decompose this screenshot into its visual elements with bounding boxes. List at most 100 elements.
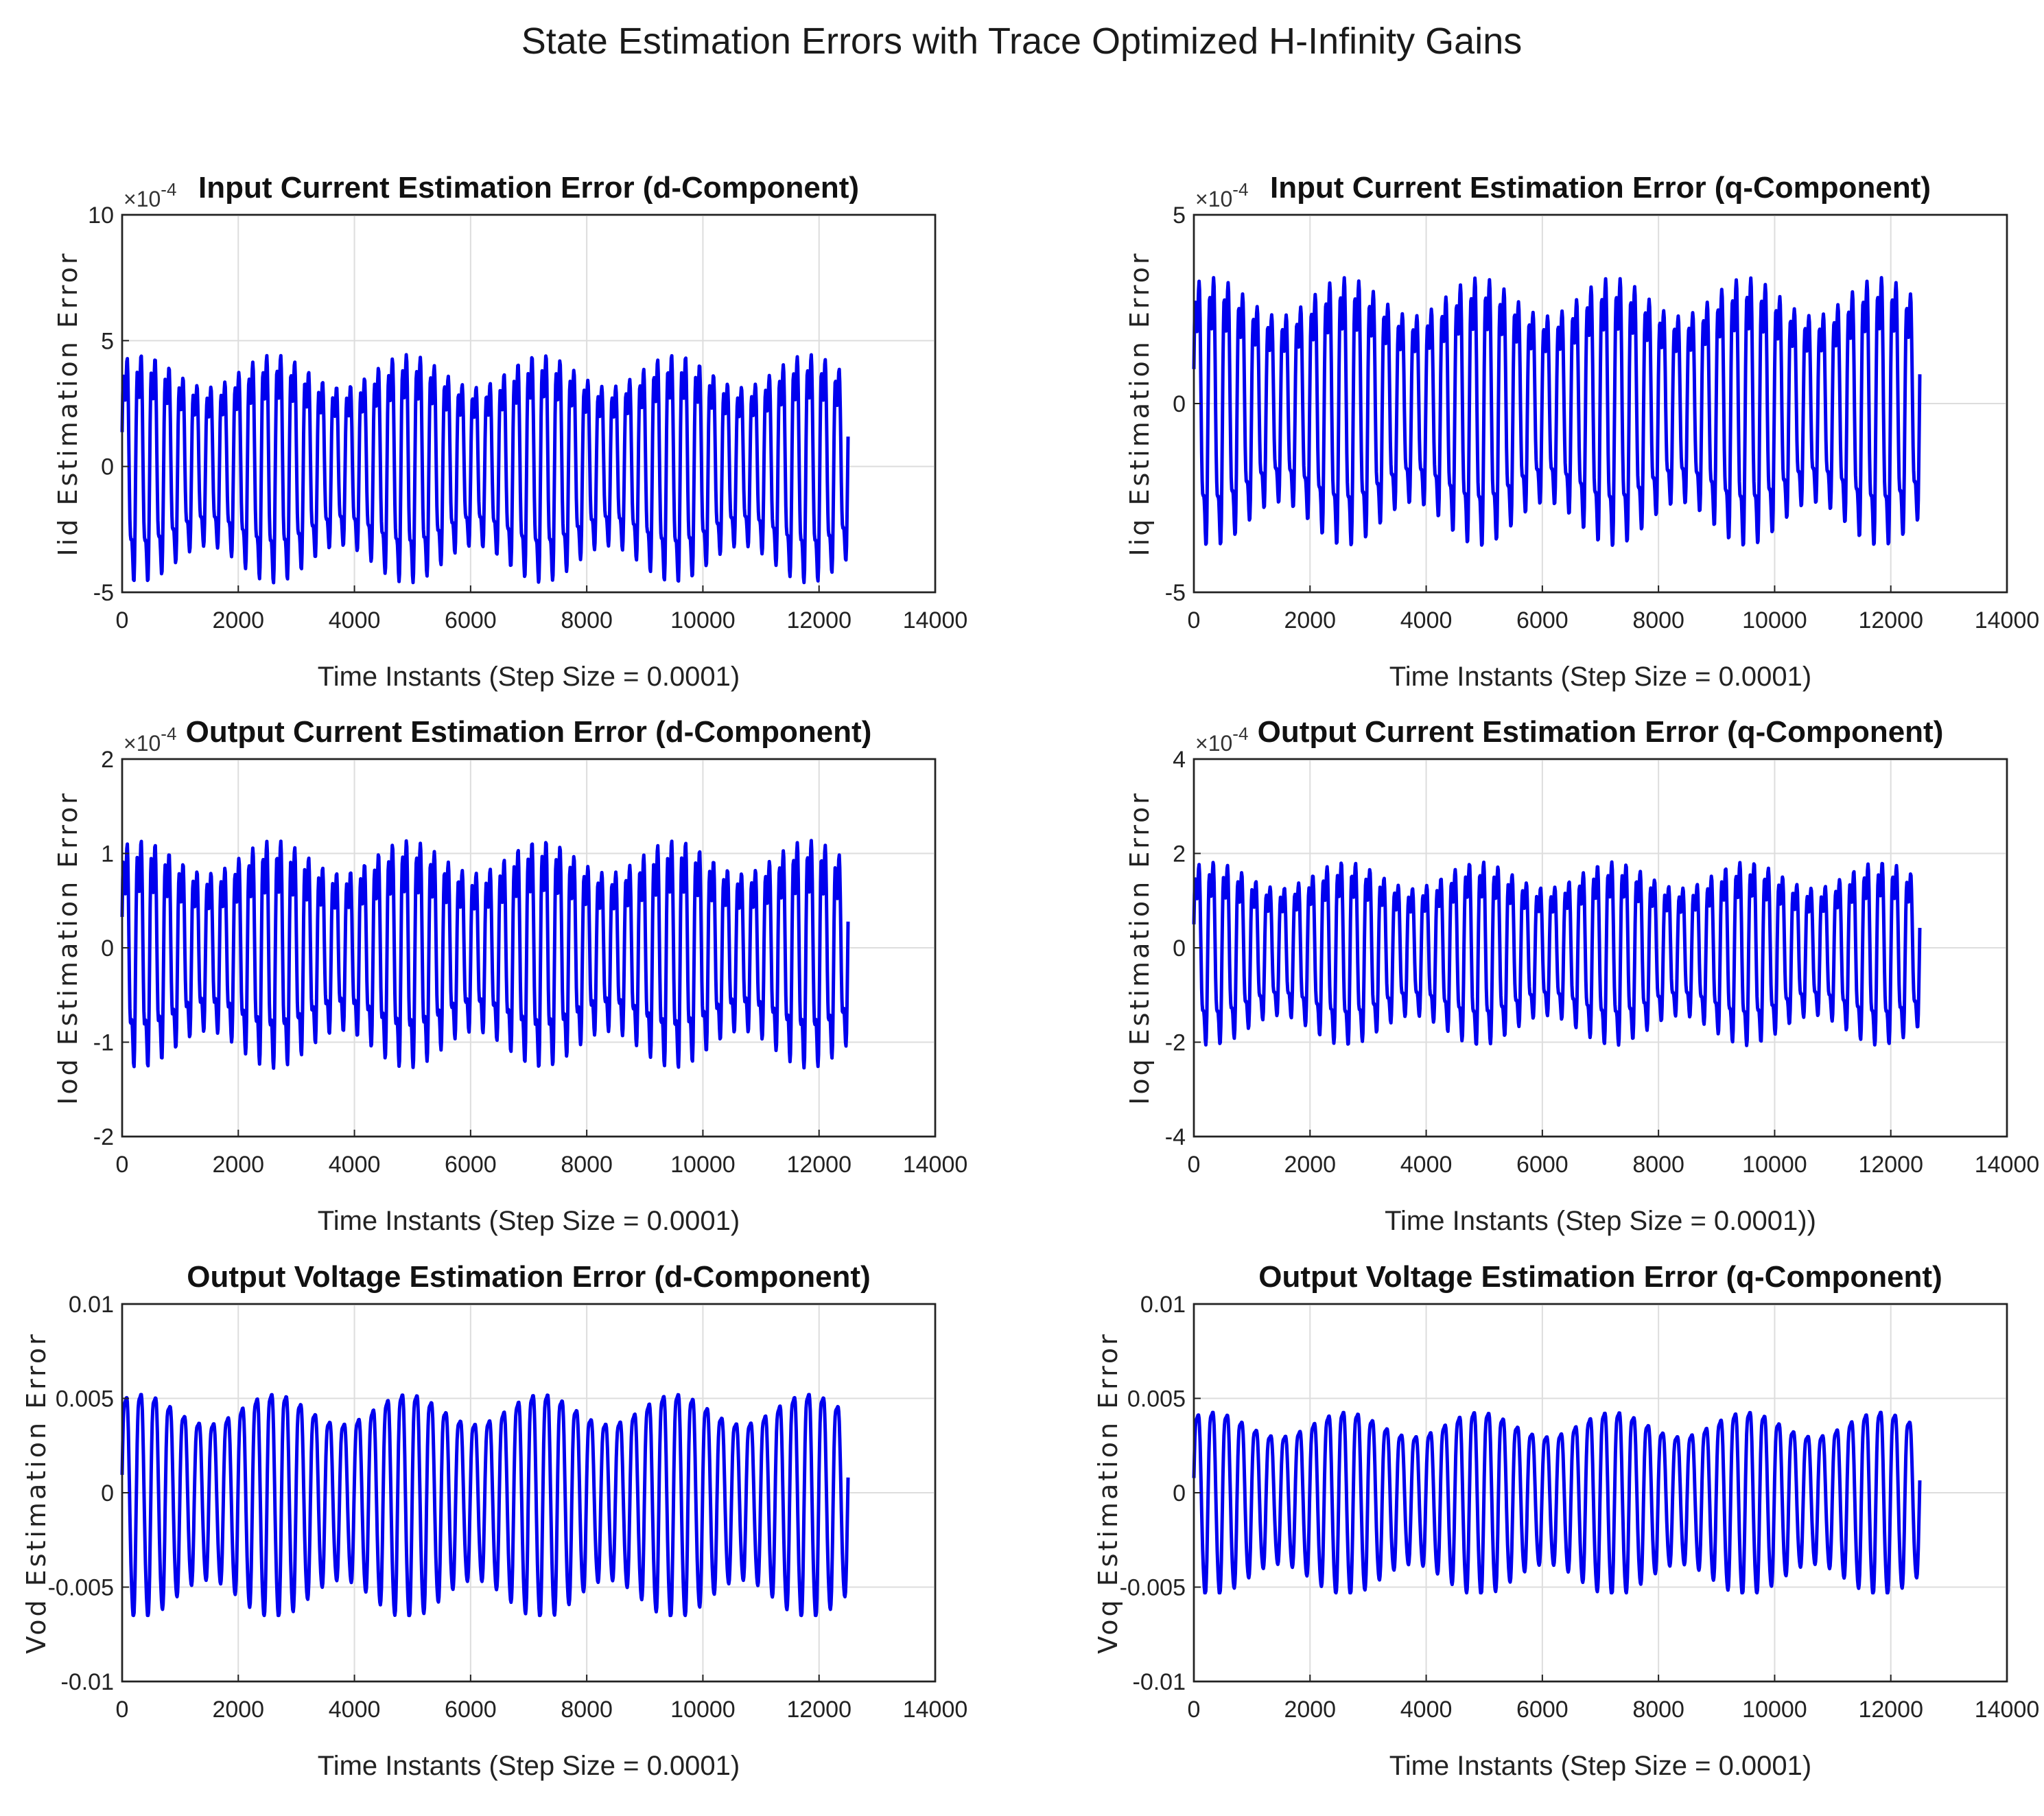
y-tick-label: 1 (101, 841, 114, 868)
x-tick-label: 12000 (1858, 1152, 1923, 1178)
y-axis-label: Voq Estimation Error (1093, 1331, 1123, 1654)
x-tick-label: 2000 (1284, 1697, 1336, 1723)
y-tick-label: 10 (88, 202, 114, 229)
x-tick-label: 8000 (1632, 1152, 1684, 1178)
x-tick-label: 2000 (212, 1152, 264, 1178)
x-tick-label: 12000 (786, 607, 851, 633)
y-tick-label: 0.005 (56, 1386, 114, 1412)
x-tick-label: 0 (116, 1152, 129, 1178)
y-scale-exponent: ×10-4 (124, 179, 176, 211)
x-tick-label: 6000 (1516, 1697, 1569, 1723)
y-axis-label: Iid Estimation Error (53, 251, 83, 556)
y-scale-exponent: ×10-4 (1195, 179, 1248, 211)
x-tick-label: 6000 (445, 1152, 497, 1178)
subplot-4: 0 2000 4000 6000 8000 10000 12000 14000 -4 -2 0 2 4 ×… (1125, 715, 2039, 1236)
x-tick-label: 6000 (445, 1697, 497, 1723)
x-tick-label: 2000 (212, 1697, 264, 1723)
y-axis-label: Iiq Estimation Error (1125, 251, 1155, 556)
x-axis-label: Time Instants (Step Size = 0.0001) (318, 1751, 740, 1781)
x-tick-label: 12000 (786, 1152, 851, 1178)
y-tick-label: 5 (1173, 202, 1186, 229)
series-line (1192, 276, 1922, 547)
y-tick-label: 5 (101, 328, 114, 354)
y-tick-label: -2 (1165, 1030, 1186, 1056)
x-tick-label: 0 (116, 1697, 129, 1723)
x-tick-label: 8000 (561, 1152, 613, 1178)
subplot-1: 0 2000 4000 6000 8000 10000 12000 14000-50510×1… (53, 171, 967, 692)
series-line (120, 353, 850, 585)
x-tick-label: 10000 (670, 1152, 736, 1178)
y-tick-label: 0 (1173, 1480, 1186, 1506)
x-tick-label: 4000 (1400, 607, 1453, 633)
x-tick-label: 14000 (1975, 607, 2040, 633)
y-tick-label: -1 (93, 1030, 114, 1056)
y-tick-label: -5 (93, 580, 114, 606)
y-tick-label: 2 (1173, 841, 1186, 868)
x-tick-label: 10000 (1742, 1697, 1807, 1723)
x-tick-label: 12000 (1858, 607, 1923, 633)
x-tick-label: 4000 (329, 1152, 381, 1178)
x-tick-label: 12000 (1858, 1697, 1923, 1723)
x-tick-label: 10000 (670, 607, 736, 633)
y-scale-exponent: ×10-4 (124, 723, 176, 756)
axes-border (121, 213, 937, 594)
y-tick-label: 2 (101, 747, 114, 773)
x-tick-label: 0 (1188, 607, 1201, 633)
x-tick-label: 14000 (1975, 1152, 2040, 1178)
x-tick-label: 6000 (445, 607, 497, 633)
y-tick-label: 0.005 (1127, 1386, 1186, 1412)
y-tick-label: 0.01 (69, 1292, 114, 1318)
x-tick-label: 8000 (561, 1697, 613, 1723)
x-tick-label: 0 (1188, 1697, 1201, 1723)
subplot-title: Input Current Estimation Error (d-Compon… (198, 171, 859, 205)
subplot-title: Output Current Estimation Error (d-Compo… (186, 715, 872, 749)
x-tick-label: 6000 (1516, 1152, 1569, 1178)
y-tick-label: 0 (101, 935, 114, 962)
y-tick-label: -4 (1165, 1124, 1186, 1150)
y-tick-label: 0 (101, 454, 114, 480)
series-line (120, 1393, 850, 1618)
y-tick-label: -0.005 (1120, 1575, 1186, 1601)
subplot-title: Output Voltage Estimation Error (q-Compo… (1258, 1260, 1942, 1294)
x-tick-label: 2000 (212, 607, 264, 633)
series-line (1192, 1410, 1922, 1595)
y-tick-label: -2 (93, 1124, 114, 1150)
x-tick-label: 8000 (1632, 1697, 1684, 1723)
x-tick-label: 4000 (1400, 1697, 1453, 1723)
y-tick-label: 0.01 (1140, 1292, 1186, 1318)
x-axis-label: Time Instants (Step Size = 0.0001) (318, 1206, 740, 1236)
subplot-6: 0 2000 4000 6000 8000 10000 12000 14000 -0.01 -0.… (1093, 1260, 2039, 1781)
x-axis-label: Time Instants (Step Size = 0.0001)) (1385, 1206, 1816, 1236)
x-tick-label: 8000 (1632, 607, 1684, 633)
y-tick-label: 0 (1173, 935, 1186, 962)
y-axis-label: Iod Estimation Error (53, 791, 83, 1105)
y-tick-label: 4 (1173, 747, 1186, 773)
x-tick-label: 2000 (1284, 1152, 1336, 1178)
y-axis-label: Ioq Estimation Error (1125, 791, 1155, 1105)
subplot-3: 0 2000 4000 6000 8000 10000 12000 14000 -2 -1 0 1 2 ×… (53, 715, 967, 1236)
subplot-title: Output Voltage Estimation Error (d-Compo… (187, 1260, 870, 1294)
x-axis-label: Time Instants (Step Size = 0.0001) (1389, 662, 1812, 692)
subplot-title: Output Current Estimation Error (q-Compo… (1258, 715, 1944, 749)
series-line (120, 839, 850, 1070)
x-tick-label: 10000 (1742, 1152, 1807, 1178)
x-tick-label: 14000 (903, 1152, 968, 1178)
x-tick-label: 8000 (561, 607, 613, 633)
x-tick-label: 10000 (1742, 607, 1807, 633)
x-tick-label: 12000 (786, 1697, 851, 1723)
x-tick-label: 10000 (670, 1697, 736, 1723)
subplot-5: 0 2000 4000 6000 8000 10000 12000 14000 -0.01 -0.… (21, 1260, 967, 1781)
y-tick-label: 0 (1173, 391, 1186, 417)
y-tick-label: -0.01 (1133, 1669, 1186, 1695)
y-tick-label: -0.01 (61, 1669, 115, 1695)
x-tick-label: 14000 (1975, 1697, 2040, 1723)
x-axis-label: Time Instants (Step Size = 0.0001) (1389, 1751, 1812, 1781)
x-tick-label: 0 (1188, 1152, 1201, 1178)
x-tick-label: 4000 (329, 607, 381, 633)
y-axis-label: Vod Estimation Error (21, 1331, 51, 1654)
x-tick-label: 4000 (1400, 1152, 1453, 1178)
x-tick-label: 0 (116, 607, 129, 633)
y-tick-label: -5 (1165, 580, 1186, 606)
x-tick-label: 2000 (1284, 607, 1336, 633)
